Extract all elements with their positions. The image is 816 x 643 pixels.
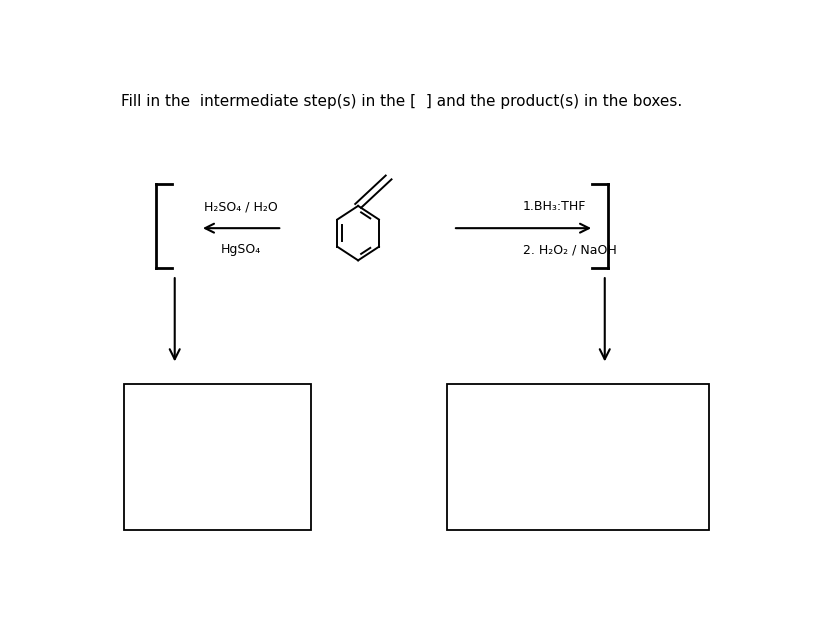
- Text: HgSO₄: HgSO₄: [221, 243, 261, 256]
- Text: 1.BH₃:THF: 1.BH₃:THF: [522, 201, 586, 213]
- Text: H₂SO₄ / H₂O: H₂SO₄ / H₂O: [204, 201, 278, 213]
- FancyBboxPatch shape: [446, 384, 709, 530]
- Text: Fill in the  intermediate step(s) in the [  ] and the product(s) in the boxes.: Fill in the intermediate step(s) in the …: [121, 95, 682, 109]
- FancyBboxPatch shape: [124, 384, 311, 530]
- Text: 2. H₂O₂ / NaOH: 2. H₂O₂ / NaOH: [522, 243, 616, 256]
